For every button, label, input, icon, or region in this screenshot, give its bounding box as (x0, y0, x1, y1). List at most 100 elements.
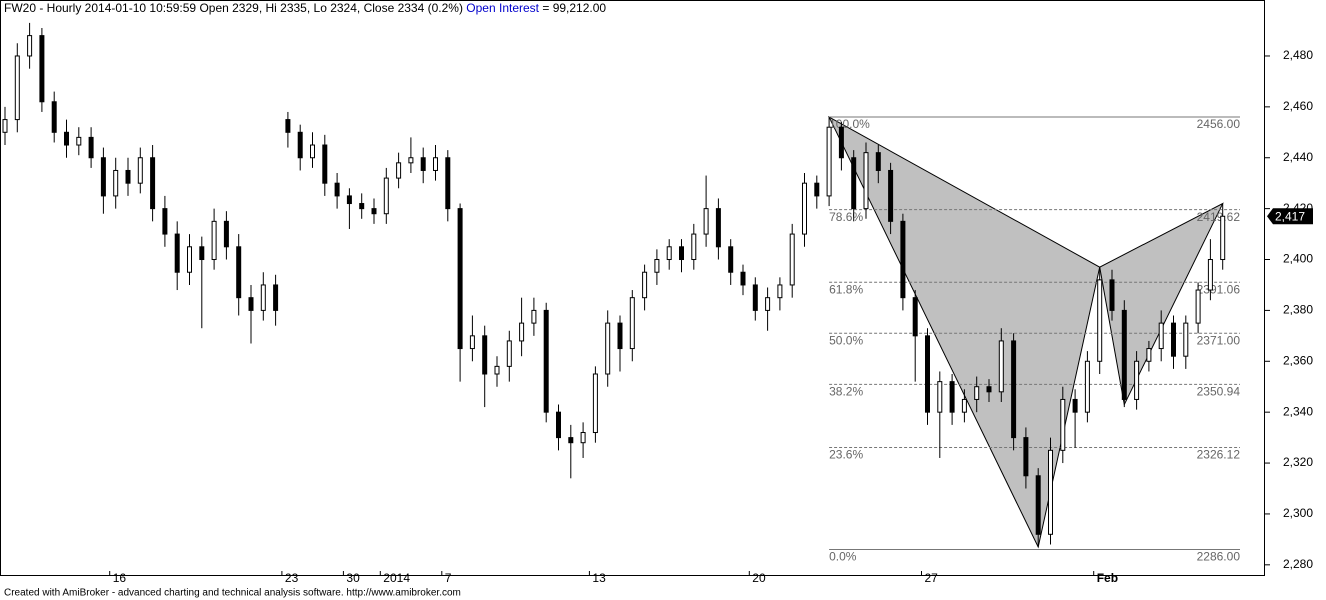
fib-pct: 100.0% (829, 117, 870, 131)
candle-body (691, 233, 697, 261)
candle-body (199, 246, 205, 261)
candle-body (2, 119, 8, 133)
candle-body (211, 220, 217, 261)
oi-label: Open Interest (466, 1, 539, 15)
candle-body (396, 162, 402, 179)
x-tick-label: 2014 (383, 571, 410, 585)
candle-body (236, 246, 242, 299)
candle-body (912, 297, 918, 337)
candle-body (592, 373, 598, 434)
y-tick-label: 2,440 (1283, 150, 1313, 164)
candle-body (187, 246, 192, 273)
x-tick-label: Feb (1097, 571, 1118, 585)
fib-pct: 78.6% (829, 210, 863, 224)
candle-body (1072, 398, 1078, 413)
x-tick-label: 7 (445, 571, 452, 585)
pattern-triangle (827, 115, 1101, 549)
candle-body (617, 322, 623, 350)
candle-body (961, 398, 967, 413)
fib-value: 2326.12 (1197, 448, 1241, 462)
candle-body (248, 297, 254, 311)
candle-body (666, 246, 672, 261)
candle-body (1048, 449, 1053, 535)
candle-body (715, 208, 721, 248)
candle-body (1035, 475, 1041, 535)
y-tick-label: 2,280 (1283, 557, 1313, 571)
candle-body (543, 309, 549, 413)
candle-body (1195, 289, 1201, 324)
candle-body (260, 284, 266, 311)
y-tick-label: 2,480 (1283, 48, 1313, 62)
candle-body (863, 152, 869, 210)
candle-body (1171, 322, 1176, 357)
x-tick-label: 23 (285, 571, 299, 585)
candle-body (408, 157, 414, 164)
candle-body (273, 284, 279, 311)
candle-body (1109, 279, 1115, 311)
candle-body (162, 208, 168, 235)
fib-pct: 0.0% (829, 550, 857, 564)
candle-body (629, 297, 635, 350)
y-tick-label: 2,400 (1283, 252, 1313, 266)
candle-body (1084, 360, 1090, 413)
y-tick-label: 2,360 (1283, 353, 1313, 367)
candle-body (322, 144, 328, 184)
candle-body (445, 157, 451, 210)
candle-body (371, 208, 377, 215)
candle-body (494, 365, 500, 375)
candle-body (137, 157, 143, 184)
y-tick-label: 2,460 (1283, 99, 1313, 113)
candle-body (334, 182, 340, 197)
y-tick-label: 2,320 (1283, 455, 1313, 469)
y-tick-label: 2,380 (1283, 303, 1313, 317)
fib-value: 2286.00 (1197, 550, 1241, 564)
candle-body (531, 309, 537, 324)
candle-body (14, 55, 20, 121)
candle-body (937, 381, 943, 413)
candle-body (986, 386, 992, 393)
candle-body (125, 169, 131, 184)
candle-body (383, 177, 389, 215)
candle-body (888, 169, 894, 222)
candle-body (1183, 322, 1189, 357)
candle-body (568, 437, 574, 444)
candle-body (703, 208, 709, 235)
plot-border (0, 0, 1265, 576)
candle-body (1121, 309, 1127, 400)
candle-body (826, 126, 832, 197)
candle-body (925, 335, 930, 413)
candle-body (900, 220, 906, 299)
candle-body (506, 340, 512, 367)
fib-value: 2371.00 (1197, 333, 1241, 347)
candle-body (1207, 259, 1213, 291)
plot-layer: 2,2802,3002,3202,3402,3602,3802,4002,420… (2, 22, 1313, 585)
candle-body (433, 157, 438, 171)
candle-body (814, 182, 820, 197)
candle-body (1097, 279, 1103, 362)
x-tick-label: 13 (592, 571, 606, 585)
x-tick-label: 27 (925, 571, 939, 585)
candle-body (1134, 360, 1140, 400)
candle-body (346, 195, 352, 205)
candle-body (851, 157, 857, 210)
candle-body (949, 381, 955, 413)
candle-body (777, 284, 783, 299)
candle-body (100, 157, 106, 197)
candle-body (1220, 215, 1226, 261)
fib-pct: 50.0% (829, 333, 863, 347)
candle-body (1011, 340, 1017, 439)
candle-body (297, 131, 303, 159)
candle-body (752, 284, 758, 311)
candle-body (223, 220, 229, 248)
last-price-label: 2,417 (1275, 209, 1305, 223)
fib-value: 2419.62 (1197, 210, 1241, 224)
candle-body (174, 233, 180, 273)
candle-body (1158, 322, 1164, 350)
candle-body (605, 322, 611, 375)
candle-body (64, 131, 69, 146)
candle-body (802, 182, 807, 235)
candle-body (519, 322, 525, 342)
fib-pct: 23.6% (829, 448, 863, 462)
